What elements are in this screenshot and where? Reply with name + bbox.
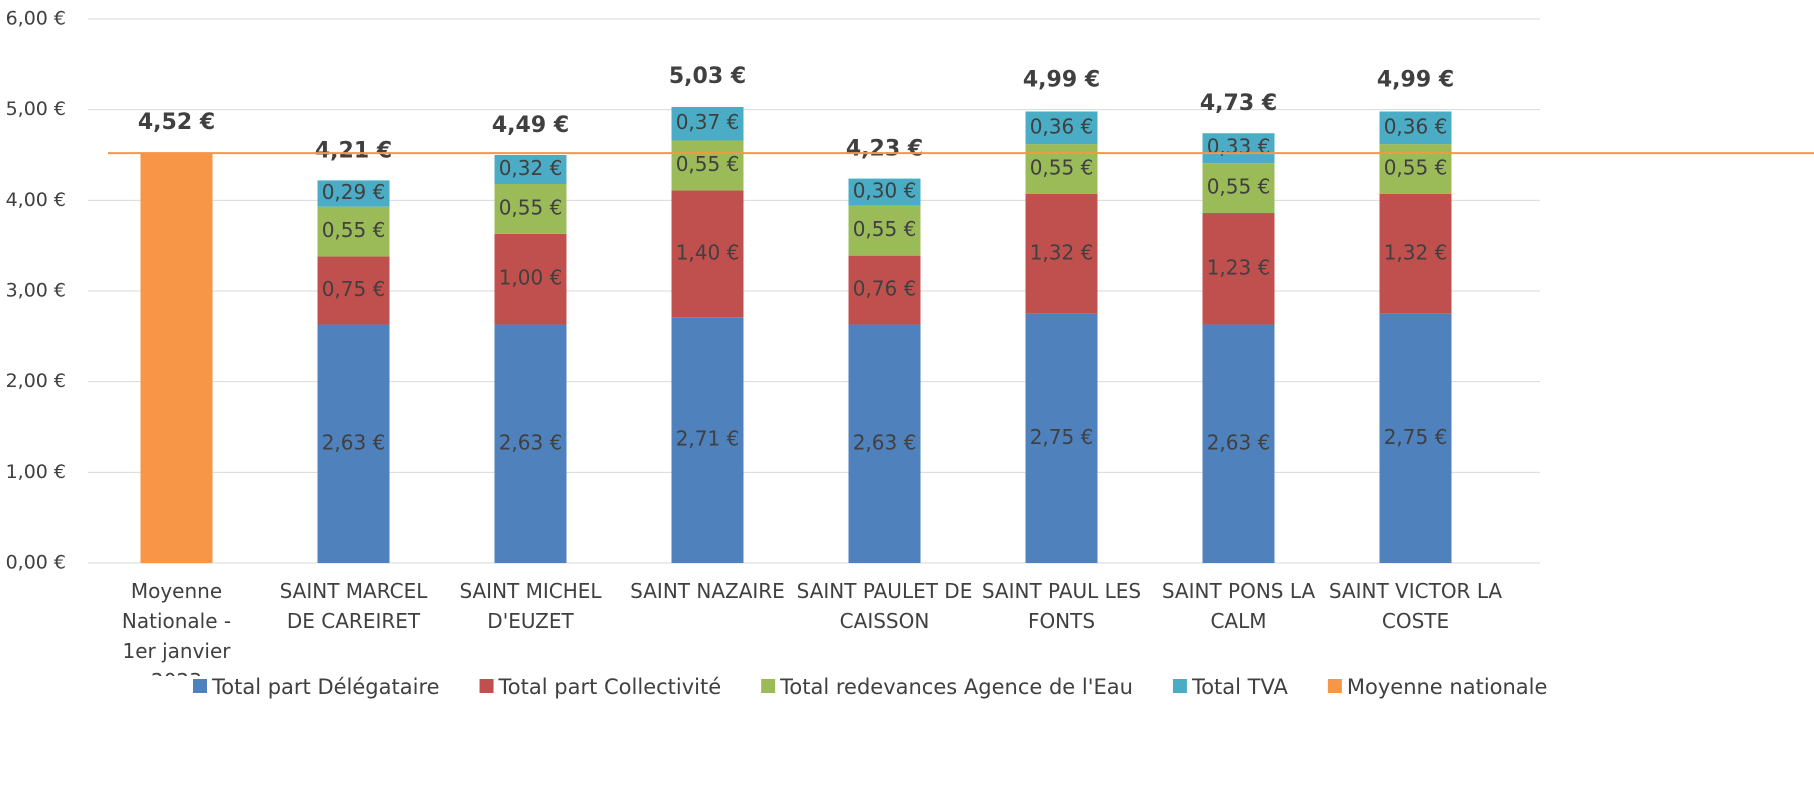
legend-label: Total part Délégataire <box>211 675 440 699</box>
segment-label: 0,75 € <box>322 277 386 301</box>
y-tick-label: 4,00 € <box>6 189 66 211</box>
x-tick-label: SAINT NAZAIRE <box>630 579 785 603</box>
segment-label: 0,76 € <box>853 277 917 301</box>
y-tick-label: 5,00 € <box>6 98 66 120</box>
x-tick-label: SAINT PONS LA CALM <box>1161 579 1316 633</box>
segment-label: 2,71 € <box>676 427 740 451</box>
segment-label: 0,33 € <box>1207 135 1271 159</box>
bar-segment <box>848 178 921 206</box>
bar-segment <box>140 153 213 564</box>
bar-segment <box>1202 324 1275 563</box>
segment-label: 0,55 € <box>1030 156 1094 180</box>
segment-label: 0,37 € <box>676 110 740 134</box>
bar-segment <box>1202 133 1275 164</box>
x-tick-label: SAINT PAUL LES FONTS <box>981 579 1142 633</box>
segment-label: 0,55 € <box>499 195 563 219</box>
bar-segment <box>317 324 390 563</box>
bar-segment <box>494 324 567 563</box>
x-tick-label-box: SAINT MARCEL DE CAREIRET <box>279 579 428 633</box>
bar-segment <box>848 255 921 325</box>
segment-label: 0,55 € <box>676 152 740 176</box>
segment-label: 2,75 € <box>1384 425 1448 449</box>
bar-segment <box>671 317 744 563</box>
segment-label: 0,32 € <box>499 156 563 180</box>
total-label: 4,21 € <box>315 138 392 163</box>
segment-label: 2,63 € <box>1207 430 1271 454</box>
x-tick-label: SAINT PAULET DE CAISSON <box>796 579 973 633</box>
segment-label: 2,63 € <box>853 430 917 454</box>
bar-segment <box>848 205 921 256</box>
segment-label: 0,55 € <box>322 218 386 242</box>
legend-swatch <box>761 679 776 693</box>
bar-segment <box>317 256 390 325</box>
bar-segment <box>494 184 567 234</box>
x-tick-label: SAINT MICHEL D'EUZET <box>459 579 602 633</box>
total-label: 4,23 € <box>846 136 923 161</box>
x-tick-label-box: SAINT PAUL LES FONTS <box>981 579 1142 633</box>
y-tick-label: 6,00 € <box>6 8 66 30</box>
bar-segment <box>848 324 921 563</box>
bar-segment <box>494 155 567 185</box>
segment-label: 0,55 € <box>853 217 917 241</box>
y-tick-label: 2,00 € <box>6 370 66 392</box>
bar-segment <box>1025 313 1098 563</box>
legend-swatch <box>193 679 207 693</box>
x-tick-label: SAINT VICTOR LA COSTE <box>1328 579 1503 633</box>
segment-label: 0,36 € <box>1384 114 1448 138</box>
bar-segment <box>671 190 744 318</box>
x-tick-label-box: Moyenne Nationale - 1er janvier 2023 <box>121 579 232 676</box>
bar-segment <box>1379 313 1452 563</box>
bar-segment <box>1202 213 1275 325</box>
segment-label: 1,23 € <box>1207 255 1271 279</box>
y-tick-label: 1,00 € <box>6 461 66 483</box>
legend-label: Moyenne nationale <box>1347 675 1548 699</box>
y-tick-label: 3,00 € <box>6 280 66 302</box>
bar-segment <box>1202 163 1275 214</box>
bar-segment <box>317 180 390 207</box>
legend-swatch <box>1172 679 1187 693</box>
bar-segment <box>494 233 567 325</box>
segment-label: 0,30 € <box>853 179 917 203</box>
legend-swatch <box>1327 679 1342 693</box>
segment-label: 1,00 € <box>499 266 563 290</box>
bar-segment <box>1025 193 1098 314</box>
segment-label: 0,55 € <box>1207 175 1271 199</box>
x-tick-label: SAINT MARCEL DE CAREIRET <box>279 579 428 633</box>
total-label: 4,99 € <box>1377 68 1454 93</box>
x-tick-label: Moyenne Nationale - 1er janvier 2023 <box>121 579 232 676</box>
x-tick-label-box: SAINT NAZAIRE <box>630 579 785 603</box>
segment-label: 0,55 € <box>1384 156 1448 180</box>
x-tick-label-box: SAINT PAULET DE CAISSON <box>796 579 973 633</box>
bar-segment <box>1025 111 1098 145</box>
legend-swatch <box>479 679 494 693</box>
segment-label: 2,75 € <box>1030 425 1094 449</box>
bar-segment <box>671 106 744 141</box>
total-label: 5,03 € <box>669 64 746 89</box>
segment-label: 0,29 € <box>322 180 386 204</box>
segment-label: 1,40 € <box>676 240 740 264</box>
x-tick-label-box: SAINT VICTOR LA COSTE <box>1328 579 1503 633</box>
legend-label: Total TVA <box>1191 675 1289 699</box>
x-tick-label-box: SAINT MICHEL D'EUZET <box>459 579 602 633</box>
bar-segment <box>671 140 744 191</box>
total-label: 4,52 € <box>138 110 215 135</box>
bar-segment <box>1379 193 1452 314</box>
bar-segment <box>1379 111 1452 145</box>
bar-segment <box>317 206 390 257</box>
segment-label: 1,32 € <box>1030 240 1094 264</box>
total-label: 4,49 € <box>492 113 569 138</box>
segment-label: 0,36 € <box>1030 114 1094 138</box>
x-tick-label-box: SAINT PONS LA CALM <box>1161 579 1316 633</box>
total-label: 4,73 € <box>1200 91 1277 116</box>
y-tick-label: 0,00 € <box>6 552 66 574</box>
segment-label: 2,63 € <box>322 430 386 454</box>
segment-label: 2,63 € <box>499 430 563 454</box>
segment-label: 1,32 € <box>1384 240 1448 264</box>
legend-label: Total redevances Agence de l'Eau <box>779 675 1133 699</box>
total-label: 4,99 € <box>1023 68 1100 93</box>
legend-label: Total part Collectivité <box>498 675 722 699</box>
